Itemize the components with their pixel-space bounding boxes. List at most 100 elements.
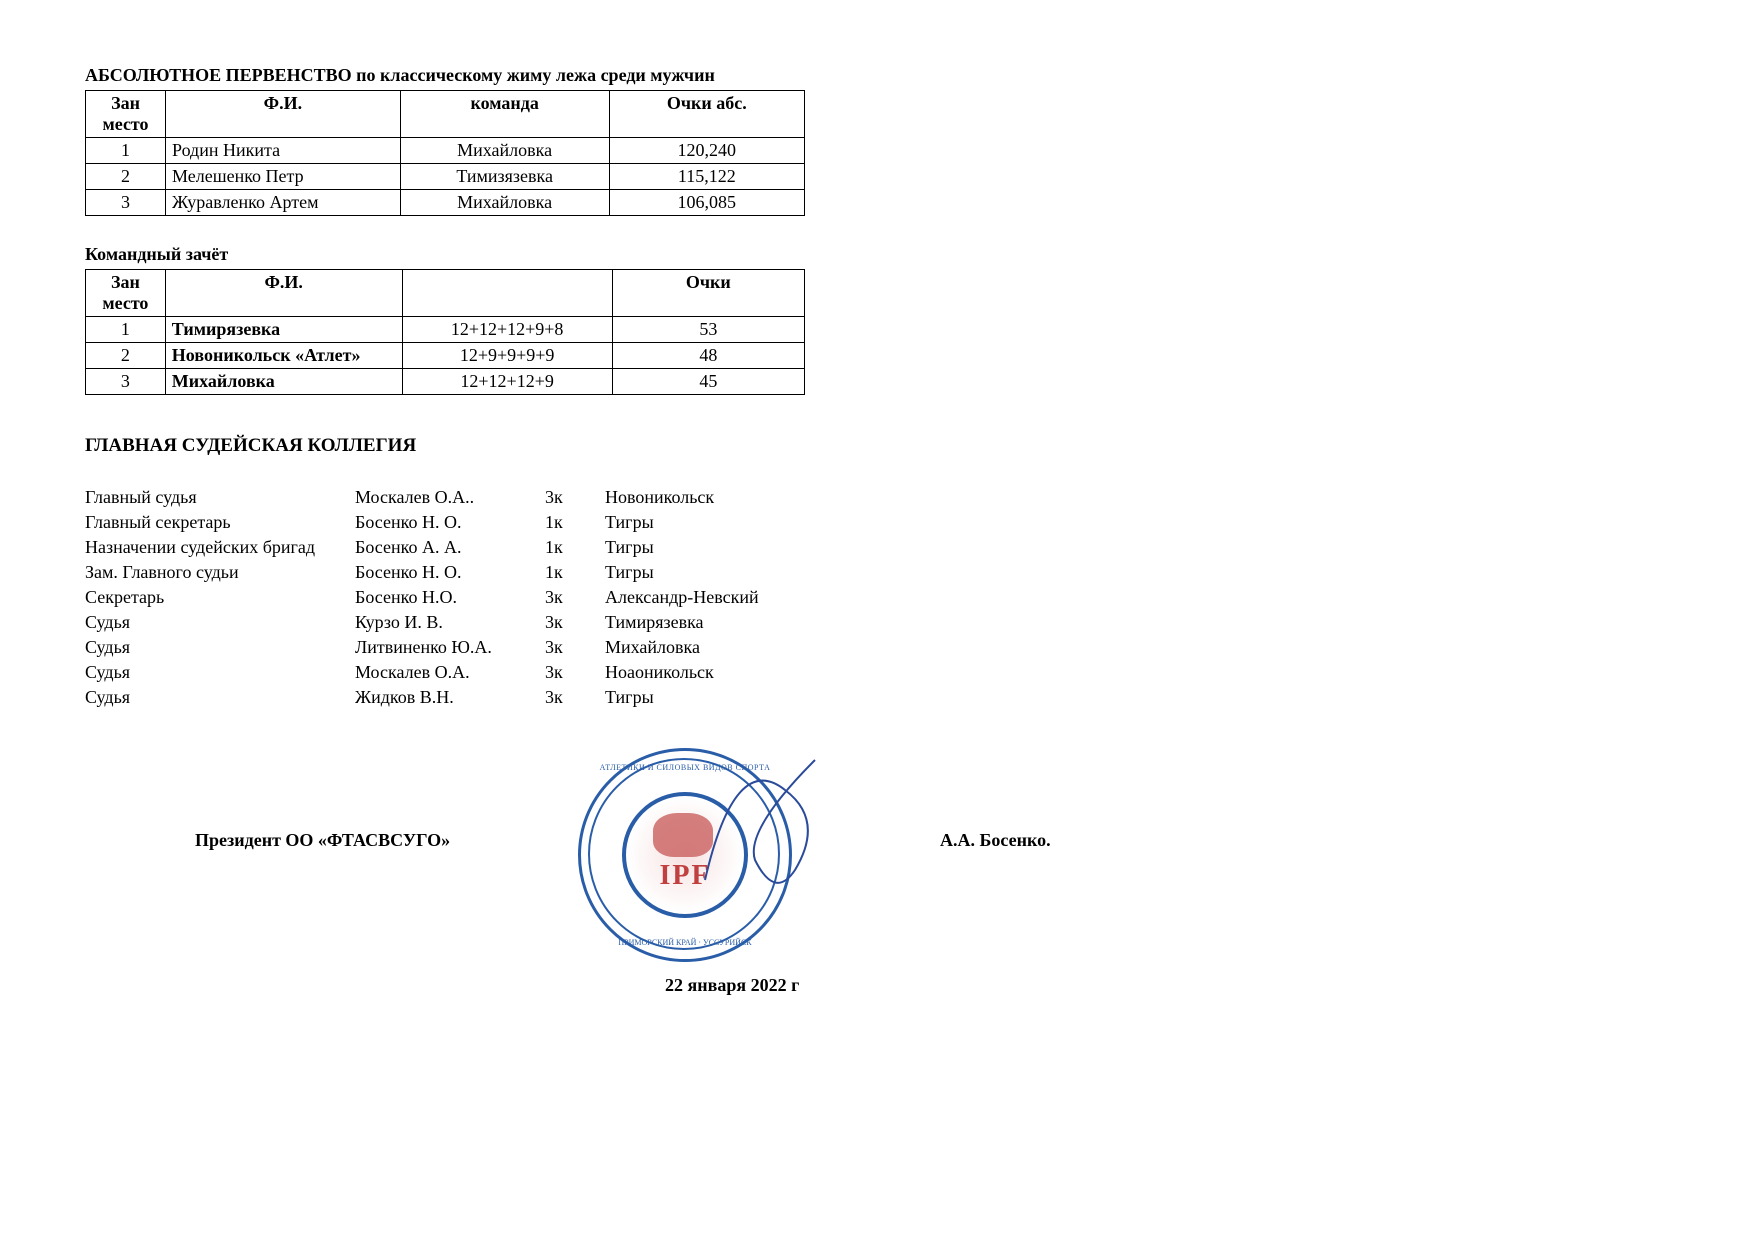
col-name-header: Ф.И.: [165, 270, 402, 317]
official-role: Секретарь: [85, 585, 355, 610]
header-text: Зан: [111, 93, 140, 113]
table-row: 1 Родин Никита Михайловка 120,240: [86, 138, 805, 164]
official-category: 3к: [545, 660, 605, 685]
official-location: Михайловка: [605, 635, 825, 660]
official-category: 3к: [545, 585, 605, 610]
official-location: Тигры: [605, 510, 825, 535]
col-points-header: Очки абс.: [609, 91, 804, 138]
official-role: Судья: [85, 610, 355, 635]
cell-points: 48: [612, 343, 804, 369]
president-label: Президент ОО «ФТАСВСУГО»: [195, 830, 450, 851]
header-text: место: [102, 293, 148, 313]
cell-points: 115,122: [609, 164, 804, 190]
absolute-standings-table: Зан место Ф.И. команда Очки абс. 1 Родин…: [85, 90, 805, 216]
cell-calc: 12+9+9+9+9: [402, 343, 612, 369]
officials-table: Главный судьяМоскалев О.А..3кНовоникольс…: [85, 485, 825, 710]
official-name: Босенко Н.О.: [355, 585, 545, 610]
team-standings-table: Зан место Ф.И. Очки 1 Тимирязевка 12+12+…: [85, 269, 805, 395]
official-row: Назначении судейских бригадБосенко А. А.…: [85, 535, 825, 560]
col-place-header: Зан место: [86, 91, 166, 138]
table-header-row: Зан место Ф.И. Очки: [86, 270, 805, 317]
cell-place: 2: [86, 164, 166, 190]
col-name-header: Ф.И.: [166, 91, 401, 138]
official-location: Александр-Невский: [605, 585, 825, 610]
cell-name: Журавленко Артем: [166, 190, 401, 216]
cell-name: Михайловка: [165, 369, 402, 395]
official-name: Москалев О.А.: [355, 660, 545, 685]
table2-title: Командный зачёт: [85, 244, 1669, 265]
official-row: СудьяЖидков В.Н.3кТигры: [85, 685, 825, 710]
official-category: 3к: [545, 485, 605, 510]
table-header-row: Зан место Ф.И. команда Очки абс.: [86, 91, 805, 138]
handwritten-signature-icon: [695, 730, 875, 910]
cell-points: 106,085: [609, 190, 804, 216]
official-category: 3к: [545, 610, 605, 635]
table1-title: АБСОЛЮТНОЕ ПЕРВЕНСТВО по классическому ж…: [85, 65, 1669, 86]
official-role: Назначении судейских бригад: [85, 535, 355, 560]
cell-calc: 12+12+12+9: [402, 369, 612, 395]
official-name: Жидков В.Н.: [355, 685, 545, 710]
table-row: 2 Новоникольск «Атлет» 12+9+9+9+9 48: [86, 343, 805, 369]
stamp-bottom-text: ПРИМОРСКИЙ КРАЙ · УССУРИЙСК: [575, 938, 795, 947]
official-name: Москалев О.А..: [355, 485, 545, 510]
header-text: место: [102, 114, 148, 134]
official-role: Судья: [85, 635, 355, 660]
officials-title: ГЛАВНАЯ СУДЕЙСКАЯ КОЛЛЕГИЯ: [85, 435, 1669, 457]
cell-points: 53: [612, 317, 804, 343]
official-category: 3к: [545, 685, 605, 710]
official-location: Тимирязевка: [605, 610, 825, 635]
cell-place: 3: [86, 369, 166, 395]
cell-team: Михайловка: [400, 138, 609, 164]
cell-name: Родин Никита: [166, 138, 401, 164]
table-row: 3 Михайловка 12+12+12+9 45: [86, 369, 805, 395]
cell-place: 1: [86, 317, 166, 343]
official-name: Босенко Н. О.: [355, 510, 545, 535]
official-row: Главный судьяМоскалев О.А..3кНовоникольс…: [85, 485, 825, 510]
official-row: СудьяЛитвиненко Ю.А.3кМихайловка: [85, 635, 825, 660]
official-row: Зам. Главного судьиБосенко Н. О.1кТигры: [85, 560, 825, 585]
official-name: Босенко А. А.: [355, 535, 545, 560]
official-role: Судья: [85, 685, 355, 710]
official-role: Судья: [85, 660, 355, 685]
official-role: Главный секретарь: [85, 510, 355, 535]
signature-block: Президент ОО «ФТАСВСУГО» А.А. Босенко. I…: [85, 740, 1669, 1010]
official-role: Главный судья: [85, 485, 355, 510]
official-name: Литвиненко Ю.А.: [355, 635, 545, 660]
table-row: 2 Мелешенко Петр Тимизязевка 115,122: [86, 164, 805, 190]
official-category: 1к: [545, 560, 605, 585]
header-text: Зан: [111, 272, 140, 292]
president-name: А.А. Босенко.: [940, 830, 1051, 851]
official-location: Тигры: [605, 685, 825, 710]
official-category: 3к: [545, 635, 605, 660]
cell-team: Михайловка: [400, 190, 609, 216]
cell-name: Новоникольск «Атлет»: [165, 343, 402, 369]
official-name: Курзо И. В.: [355, 610, 545, 635]
official-name: Босенко Н. О.: [355, 560, 545, 585]
official-row: СекретарьБосенко Н.О.3кАлександр-Невский: [85, 585, 825, 610]
col-team-header: команда: [400, 91, 609, 138]
col-calc-header: [402, 270, 612, 317]
official-location: Тигры: [605, 560, 825, 585]
date-label: 22 января 2022 г: [665, 975, 799, 996]
table-row: 1 Тимирязевка 12+12+12+9+8 53: [86, 317, 805, 343]
col-place-header: Зан место: [86, 270, 166, 317]
cell-calc: 12+12+12+9+8: [402, 317, 612, 343]
cell-team: Тимизязевка: [400, 164, 609, 190]
cell-place: 3: [86, 190, 166, 216]
cell-points: 120,240: [609, 138, 804, 164]
cell-place: 2: [86, 343, 166, 369]
cell-points: 45: [612, 369, 804, 395]
official-row: Главный секретарьБосенко Н. О.1кТигры: [85, 510, 825, 535]
cell-place: 1: [86, 138, 166, 164]
table-row: 3 Журавленко Артем Михайловка 106,085: [86, 190, 805, 216]
official-row: СудьяКурзо И. В.3кТимирязевка: [85, 610, 825, 635]
official-location: Ноаоникольск: [605, 660, 825, 685]
official-row: СудьяМоскалев О.А.3кНоаоникольск: [85, 660, 825, 685]
cell-name: Тимирязевка: [165, 317, 402, 343]
official-location: Тигры: [605, 535, 825, 560]
col-points-header: Очки: [612, 270, 804, 317]
official-location: Новоникольск: [605, 485, 825, 510]
official-role: Зам. Главного судьи: [85, 560, 355, 585]
official-category: 1к: [545, 535, 605, 560]
official-category: 1к: [545, 510, 605, 535]
